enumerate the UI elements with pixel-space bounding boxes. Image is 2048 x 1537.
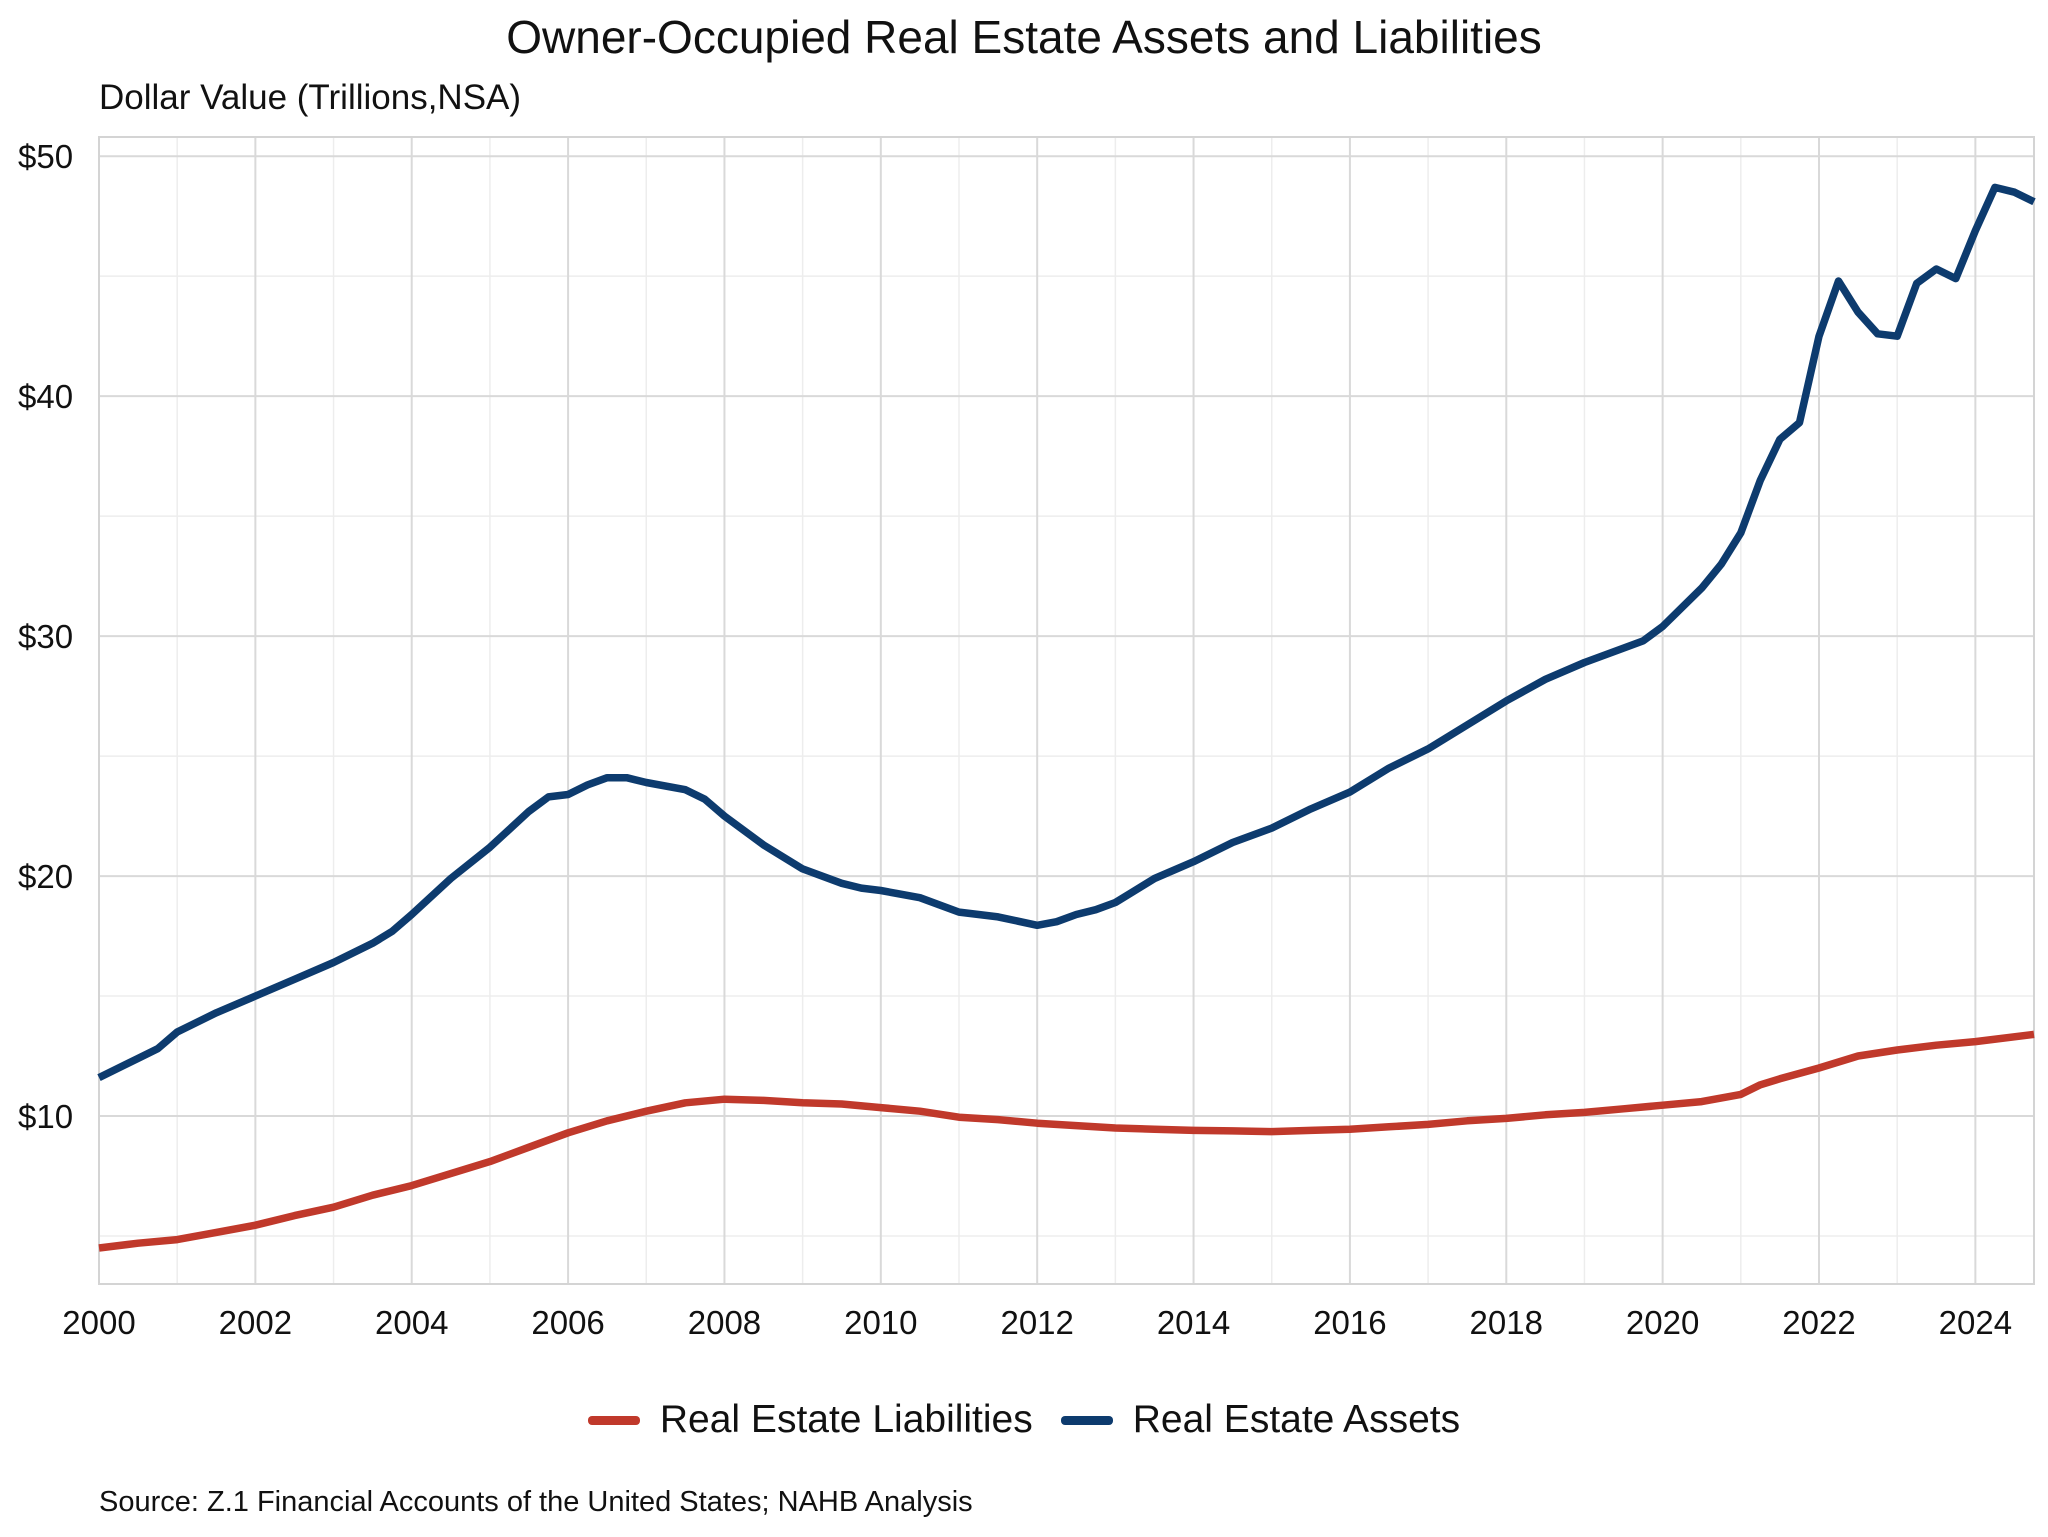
y-tick-label: $10	[18, 1098, 73, 1135]
y-tick-label: $20	[18, 858, 73, 895]
chart-subtitle: Dollar Value (Trillions,NSA)	[99, 78, 522, 117]
legend-label-assets: Real Estate Assets	[1132, 1398, 1461, 1441]
chart-title: Owner-Occupied Real Estate Assets and Li…	[506, 11, 1542, 63]
major-gridlines	[98, 137, 2034, 1284]
series-line-assets	[97, 183, 2036, 1081]
legend-key-liabilities	[587, 1415, 640, 1425]
y-tick-label: $50	[18, 138, 73, 175]
chart-source: Source: Z.1 Financial Accounts of the Un…	[99, 1486, 973, 1518]
legend-key-assets	[1060, 1415, 1113, 1425]
x-tick-label: 2020	[1626, 1304, 1699, 1341]
series-layer	[97, 183, 2036, 1252]
legend-label-liabilities: Real Estate Liabilities	[659, 1398, 1033, 1441]
y-tick-label: $40	[18, 378, 73, 415]
legend-item-assets: Real Estate Assets	[1060, 1398, 1461, 1442]
x-tick-label: 2004	[375, 1304, 448, 1341]
x-tick-label: 2012	[1000, 1304, 1073, 1341]
x-tick-label: 2014	[1157, 1304, 1230, 1341]
x-tick-label: 2008	[688, 1304, 761, 1341]
x-tick-label: 2024	[1939, 1304, 2012, 1341]
x-tick-label: 2016	[1313, 1304, 1386, 1341]
x-tick-label: 2002	[219, 1304, 292, 1341]
legend: Real Estate Liabilities Real Estate Asse…	[0, 1398, 2048, 1442]
x-axis: 2000 2002 2004 2006 2008 2010 2012 2014 2016 2018…	[62, 1304, 2012, 1341]
y-tick-label: $30	[18, 618, 73, 655]
x-tick-label: 2018	[1470, 1304, 1543, 1341]
x-tick-label: 2010	[844, 1304, 917, 1341]
x-tick-label: 2006	[531, 1304, 604, 1341]
y-axis: $10 $20 $30 $40 $50	[18, 138, 73, 1135]
legend-item-liabilities: Real Estate Liabilities	[587, 1398, 1033, 1442]
plot-border	[98, 136, 2035, 1285]
series-line-liabilities	[98, 1030, 2035, 1252]
x-tick-label: 2000	[62, 1304, 135, 1341]
x-tick-label: 2022	[1782, 1304, 1855, 1341]
minor-gridlines	[99, 137, 2034, 1284]
